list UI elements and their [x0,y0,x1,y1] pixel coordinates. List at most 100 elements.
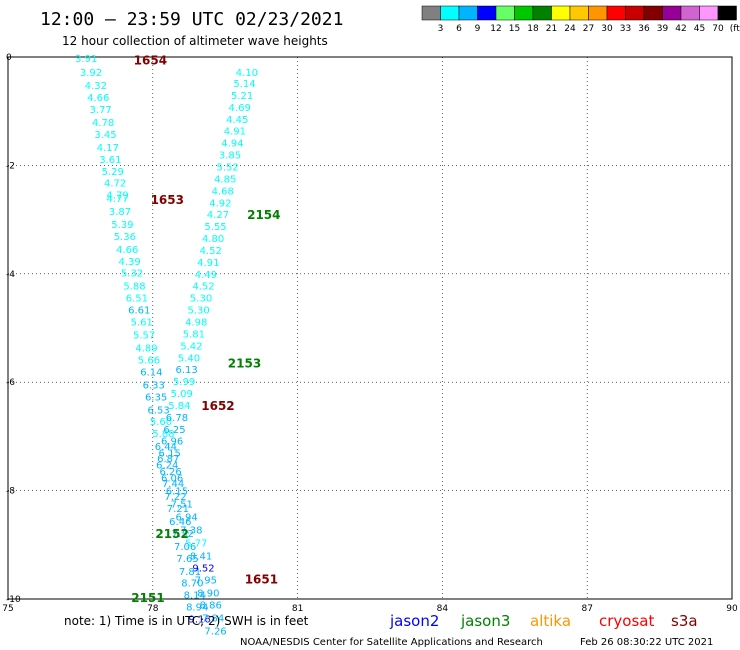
colorbar-swatch [588,5,608,21]
wave-height-label: 4.79 [106,191,128,202]
colorbar-label: 36 [638,24,650,34]
colorbar-label: 6 [456,24,462,34]
pass-labels: 1654 1653 2154 2153 1652 2152 1651 2151 [131,54,280,605]
wave-height-label: 7.81 [179,567,201,578]
colorbar-label: 12 [490,24,501,34]
wave-height-label: 4.91 [197,258,219,269]
footer-note: note: 1) Time is in UTC; 2) SWH is in fe… [64,614,309,628]
colorbar-swatch [717,5,737,21]
wave-height-label: 5.42 [180,341,202,352]
colorbar-swatch [514,5,534,21]
wave-height-label: 3.77 [90,105,112,116]
wave-height-label: 6.26 [160,467,182,478]
colorbar-swatch [662,5,682,21]
wave-height-label: 4.49 [195,270,217,281]
y-tick-label: -2 [6,161,15,171]
wave-height-label: 5.60 [150,417,172,428]
wave-height-label: 4.27 [207,210,229,221]
wave-height-label: 3.85 [219,151,241,162]
wave-height-label: 6.51 [126,294,148,305]
colorbar-swatch [625,5,645,21]
wave-height-label: 6.24 [156,461,178,472]
pass-number-label: 2154 [247,208,280,222]
wave-height-label: 4.45 [226,115,248,126]
wave-height-label: 6.15 [159,449,181,460]
wave-height-label: 5.09 [171,389,193,400]
colorbar-swatch [421,5,441,21]
wave-height-label: 6.33 [143,380,165,391]
colorbar-swatch [458,5,478,21]
wave-height-label: 5.29 [102,167,124,178]
colorbar-swatch [495,5,515,21]
colorbar-swatch [606,5,626,21]
wave-height-label: 4.80 [202,234,224,245]
wave-height-label: 7.95 [195,575,217,586]
colorbar-swatch [551,5,571,21]
wave-height-label: 7.26 [204,626,226,637]
wave-height-label: 5.99 [173,377,195,388]
colorbar-swatch [532,5,552,21]
chart-title: 12:00 – 23:59 UTC 02/23/2021 [40,9,343,30]
colorbar-label: 33 [620,24,631,34]
colorbar-label: 42 [675,24,686,34]
satellite-cryosat-label: cryosat [599,612,654,630]
wave-height-label: 5.88 [152,429,174,440]
colorbar-label: 24 [564,24,576,34]
x-tick-label: 87 [581,604,592,614]
wave-height-label: 4.78 [92,118,114,129]
wave-height-label: 4.94 [221,139,243,150]
wave-height-label: 7.06 [174,542,196,553]
wave-height-label: 8.41 [190,552,212,563]
y-axis-ticks: 0 -2 -4 -6 -8 -10 [6,53,21,605]
satellite-jason3-label: jason3 [460,612,510,630]
wave-height-label: 5.36 [114,232,136,243]
wave-height-label: 5.57 [133,331,155,342]
colorbar-label: 30 [601,24,613,34]
colorbar-swatch [680,5,700,21]
chart-subtitle: 12 hour collection of altimeter wave hei… [62,34,328,48]
footer-timestamp: Feb 26 08:30:22 UTC 2021 [580,637,713,648]
wave-height-label: 8.14 [184,591,206,602]
colorbar-label: 3 [438,24,444,34]
wave-height-label: 5.52 [216,162,238,173]
colorbar-swatch [699,5,719,21]
colorbar-label: 18 [527,24,539,34]
wave-height-label: 4.77 [106,194,128,205]
wave-height-label: 4.85 [214,174,236,185]
wave-height-label: 7.84 [202,613,224,624]
wave-height-label: 5.61 [131,317,153,328]
colorbar-swatch [569,5,589,21]
colorbar-label: 27 [583,24,594,34]
wave-height-label: 5.66 [138,355,160,366]
wave-height-label: 8.86 [200,600,222,611]
wave-height-label: 3.92 [80,68,102,79]
pass-number-label: 1653 [151,193,184,207]
wave-height-label: 6.96 [161,437,183,448]
wave-height-label: 9.16 [188,615,210,626]
wave-height-label: 7.21 [167,504,189,515]
wave-height-label: 8.94 [186,603,208,614]
pass-number-label: 1651 [245,572,278,586]
wave-height-label: 4.89 [135,344,157,355]
y-tick-label: -10 [6,595,21,605]
wave-height-label: 4.98 [185,317,207,328]
x-tick-label: 78 [147,604,159,614]
grid-lines [8,57,732,599]
wave-height-label: 5.21 [231,91,253,102]
wave-height-label: 7.32 [172,529,194,540]
wave-height-label: 5.14 [233,79,255,90]
wave-height-label: 5.55 [204,222,226,233]
colorbar-label: 15 [509,24,520,34]
x-tick-label: 90 [726,604,738,614]
wave-height-label: 6.53 [147,405,169,416]
x-tick-label: 84 [437,604,449,614]
wave-height-label: 5.88 [123,282,145,293]
wave-height-label: 7.65 [176,554,198,565]
wave-height-label: 3.61 [99,155,121,166]
colorbar-swatch [477,5,497,21]
colorbar-label: 45 [694,24,705,34]
wave-height-label: 6.94 [175,513,197,524]
colorbar-label: 9 [475,24,481,34]
wave-height-label: 3.87 [109,207,131,218]
